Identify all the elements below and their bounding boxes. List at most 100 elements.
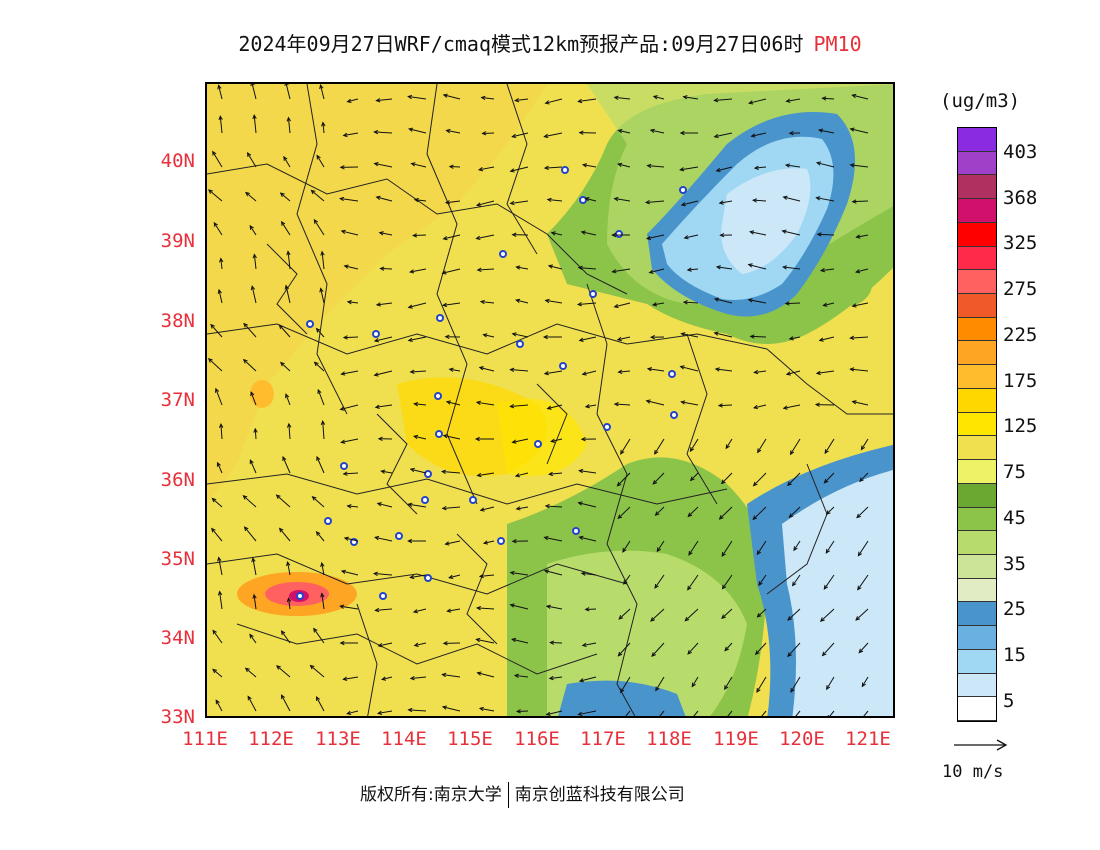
colorbar-segment (958, 531, 996, 555)
wind-arrow-head (476, 671, 482, 676)
wind-arrow (280, 192, 291, 202)
wind-arrow (850, 164, 869, 168)
wind-arrow-head (689, 476, 695, 482)
wind-arrow-head (480, 95, 486, 101)
wind-arrow-head (581, 163, 588, 168)
wind-arrow (578, 710, 597, 716)
cb-label-368: 368 (1003, 187, 1038, 209)
wind-arrow (620, 676, 631, 693)
wind-arrow (379, 232, 393, 236)
wind-arrow-head (851, 199, 857, 204)
wind-arrow-head (611, 232, 617, 238)
wind-arrow (510, 404, 529, 407)
wind-arrow-head (752, 404, 759, 410)
wind-arrow (614, 403, 631, 406)
wind-arrow-head (747, 298, 753, 303)
wind-arrow-head (857, 585, 862, 591)
wind-arrow-head (320, 250, 325, 256)
wind-arrow-head (249, 633, 254, 639)
wind-arrow (548, 265, 563, 270)
wind-arrow-head (315, 696, 321, 702)
wind-arrow-head (617, 128, 623, 134)
pm10-map (207, 84, 893, 716)
wind-arrow-head (577, 501, 583, 506)
wind-arrow-head (479, 507, 485, 512)
wind-arrow (579, 470, 597, 474)
wind-arrow-head (242, 495, 248, 500)
wind-arrow-head (550, 438, 556, 443)
wind-arrow-head (550, 231, 556, 236)
colorbar-segment (958, 388, 996, 413)
wind-arrow (374, 573, 393, 576)
wind-arrow-head (543, 133, 549, 139)
wind-arrow-head (819, 617, 825, 622)
wind-arrow-head (578, 535, 584, 541)
wind-arrow (208, 358, 223, 372)
wind-arrow (243, 359, 257, 372)
wind-arrow-head (280, 220, 286, 226)
wind-arrow-head (441, 705, 447, 710)
wind-arrow-head (687, 512, 693, 518)
wind-arrow (684, 234, 699, 239)
wind-arrow-head (754, 650, 760, 656)
wind-arrow-head (721, 584, 727, 590)
wind-arrow-head (509, 570, 515, 576)
wind-arrow (655, 506, 665, 516)
wind-arrow (758, 574, 767, 586)
wind-arrow (789, 336, 801, 340)
wind-arrow (819, 129, 835, 134)
wind-arrow (816, 162, 835, 168)
wind-arrow-head (721, 614, 726, 620)
wind-arrow-head (509, 367, 515, 372)
wind-arrow (250, 391, 257, 406)
wind-arrow-head (412, 434, 419, 440)
colorbar-segment (958, 483, 996, 508)
wind-arrow (750, 335, 767, 338)
title-text: 2024年09月27日WRF/cmaq模式12km预报产品:09月27日06时 (238, 32, 804, 56)
pm10-field-central2 (497, 399, 587, 476)
wind-arrow-head (320, 592, 325, 598)
wind-arrow (480, 506, 495, 511)
wind-arrow-head (749, 334, 755, 339)
wind-arrow (446, 129, 461, 134)
wind-arrow-head (482, 540, 489, 545)
wind-vector-field (207, 84, 869, 716)
wind-arrow-head (782, 195, 788, 200)
wind-arrow (690, 472, 699, 481)
wind-arrow-head (343, 264, 349, 269)
wind-arrow-head (316, 154, 321, 160)
wind-arrow (442, 506, 461, 509)
wind-arrow-head (372, 571, 378, 576)
wind-arrow-head (343, 536, 349, 541)
wind-arrow-head (849, 335, 855, 341)
wind-arrow-head (286, 560, 291, 567)
wind-arrow (481, 96, 495, 100)
wind-arrow (483, 334, 495, 338)
wind-arrow-head (821, 651, 827, 657)
wind-arrow-head (849, 163, 855, 168)
wind-arrow (514, 674, 529, 678)
copyright-text: 版权所有:南京大学 (360, 785, 502, 805)
wind-arrow-head (645, 235, 652, 241)
wind-arrow-head (511, 133, 517, 139)
wind-arrow (218, 557, 223, 576)
wind-arrow-head (280, 630, 286, 636)
wind-arrow-head (613, 196, 619, 202)
wind-arrow (719, 506, 733, 520)
wind-arrow-head (380, 676, 387, 681)
wind-arrow-head (377, 436, 383, 441)
wind-arrow-head (339, 406, 345, 411)
wind-arrow (785, 302, 801, 305)
wind-arrow-head (578, 337, 584, 342)
wind-arrow-head (446, 608, 452, 613)
wind-arrow-head (578, 130, 584, 135)
wind-arrow (281, 630, 291, 644)
wind-arrow (343, 132, 359, 137)
wind-arrow (410, 468, 427, 474)
wind-arrow-head (584, 197, 590, 202)
wind-arrow-head (252, 253, 257, 259)
wind-arrow-head (511, 332, 517, 337)
wind-arrow (408, 709, 427, 712)
wind-arrow (215, 700, 223, 712)
wind-arrow-head (576, 302, 582, 307)
